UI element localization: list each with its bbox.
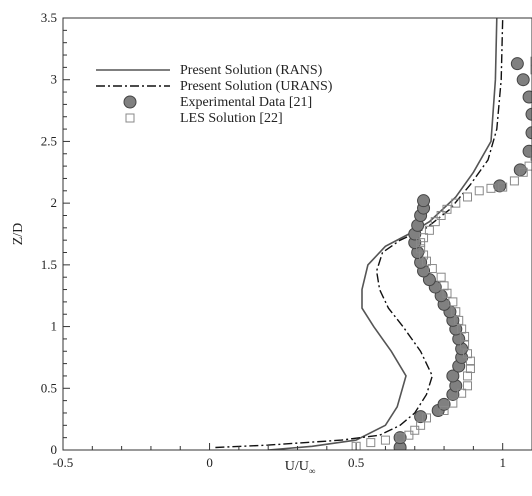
data-point-square <box>530 151 532 161</box>
data-point-circle <box>522 144 532 158</box>
data-point-square <box>524 161 532 171</box>
data-point-square <box>457 388 467 398</box>
data-point-square <box>457 324 467 334</box>
x-axis-title: U/U∞ <box>285 459 316 476</box>
data-point-circle <box>525 126 532 140</box>
legend-circle-swatch <box>123 95 137 109</box>
data-point-circle <box>417 194 431 208</box>
data-point-square <box>351 441 361 450</box>
data-point-square <box>451 198 461 208</box>
series-3 <box>351 56 532 450</box>
data-point-circle <box>516 73 530 87</box>
data-point-square <box>439 281 449 291</box>
y-tick-label: 1.5 <box>41 257 57 272</box>
data-point-square <box>451 307 461 317</box>
series-1 <box>215 18 504 449</box>
data-point-square <box>498 182 508 192</box>
data-point-square <box>442 204 452 214</box>
y-tick-label: 2 <box>51 195 58 210</box>
data-point-square <box>395 433 405 443</box>
series-line <box>215 18 504 449</box>
data-point-square <box>509 176 519 186</box>
legend: Present Solution (RANS)Present Solution … <box>96 63 333 126</box>
data-point-square <box>460 331 470 341</box>
x-tick-label: 1 <box>499 455 506 470</box>
data-point-square <box>419 250 429 260</box>
data-point-circle <box>446 369 460 383</box>
x-axis-title-subscript: ∞ <box>309 466 315 476</box>
data-point-square <box>427 264 437 274</box>
data-point-circle <box>513 163 527 177</box>
legend-item-0: Present Solution (RANS) <box>96 63 323 78</box>
legend-label: Present Solution (URANS) <box>180 79 333 94</box>
data-point-square <box>416 420 426 430</box>
data-point-square <box>465 356 475 366</box>
data-point-square <box>421 256 431 266</box>
y-tick-label: 0 <box>51 442 58 457</box>
data-point-square <box>442 288 452 298</box>
data-point-square <box>421 413 431 423</box>
y-tick-label: 2.5 <box>41 133 57 148</box>
data-point-square <box>416 238 426 248</box>
data-point-square <box>486 183 496 193</box>
axes-layer: -0.5 0 0.5 100.511.522.533.5 <box>41 10 532 470</box>
data-point-square <box>436 210 446 220</box>
legend-label: Present Solution (RANS) <box>180 63 323 78</box>
legend-square-swatch <box>125 113 135 123</box>
x-axis-title-main: U/U <box>285 459 309 474</box>
data-point-square <box>430 217 440 227</box>
legend-item-1: Present Solution (URANS) <box>96 79 333 94</box>
series-line <box>268 18 498 450</box>
legend-item-2: Experimental Data [21] <box>123 95 312 110</box>
data-point-square <box>416 244 426 254</box>
data-point-square <box>404 430 414 440</box>
data-point-circle <box>525 107 532 121</box>
y-axis-title: Z/D <box>11 223 26 246</box>
data-point-square <box>474 186 484 196</box>
data-point-square <box>530 65 532 75</box>
data-point-circle <box>437 397 451 411</box>
data-point-square <box>460 340 470 350</box>
legend-item-3: LES Solution [22] <box>125 111 283 126</box>
y-tick-label: 3 <box>51 72 58 87</box>
data-point-square <box>463 371 473 381</box>
y-tick-label: 1 <box>51 319 58 334</box>
data-point-square <box>448 398 458 408</box>
legend-label: Experimental Data [21] <box>180 95 312 110</box>
data-point-circle <box>393 431 407 445</box>
data-point-square <box>436 272 446 282</box>
data-point-circle <box>493 179 507 193</box>
data-point-square <box>448 297 458 307</box>
x-tick-label: -0.5 <box>53 455 74 470</box>
data-point-square <box>518 167 528 177</box>
data-point-circle <box>510 57 524 71</box>
data-point-square <box>439 406 449 416</box>
data-point-square <box>454 315 464 325</box>
legend-label: LES Solution [22] <box>180 111 283 126</box>
data-point-square <box>366 438 376 448</box>
x-tick-label: 0.5 <box>348 455 364 470</box>
data-point-square <box>410 425 420 435</box>
data-point-square <box>463 192 473 202</box>
x-tick-label: 0 <box>206 455 213 470</box>
data-point-square <box>380 435 390 445</box>
series-0 <box>268 18 498 450</box>
data-point-square <box>463 349 473 359</box>
data-point-square <box>424 225 434 235</box>
data-point-square <box>463 381 473 391</box>
data-point-circle <box>522 90 532 104</box>
y-tick-label: 3.5 <box>41 10 57 25</box>
data-point-square <box>530 56 532 66</box>
data-point-square <box>465 364 475 374</box>
y-tick-label: 0.5 <box>41 380 57 395</box>
data-point-square <box>419 233 429 243</box>
series-layer <box>215 18 532 450</box>
